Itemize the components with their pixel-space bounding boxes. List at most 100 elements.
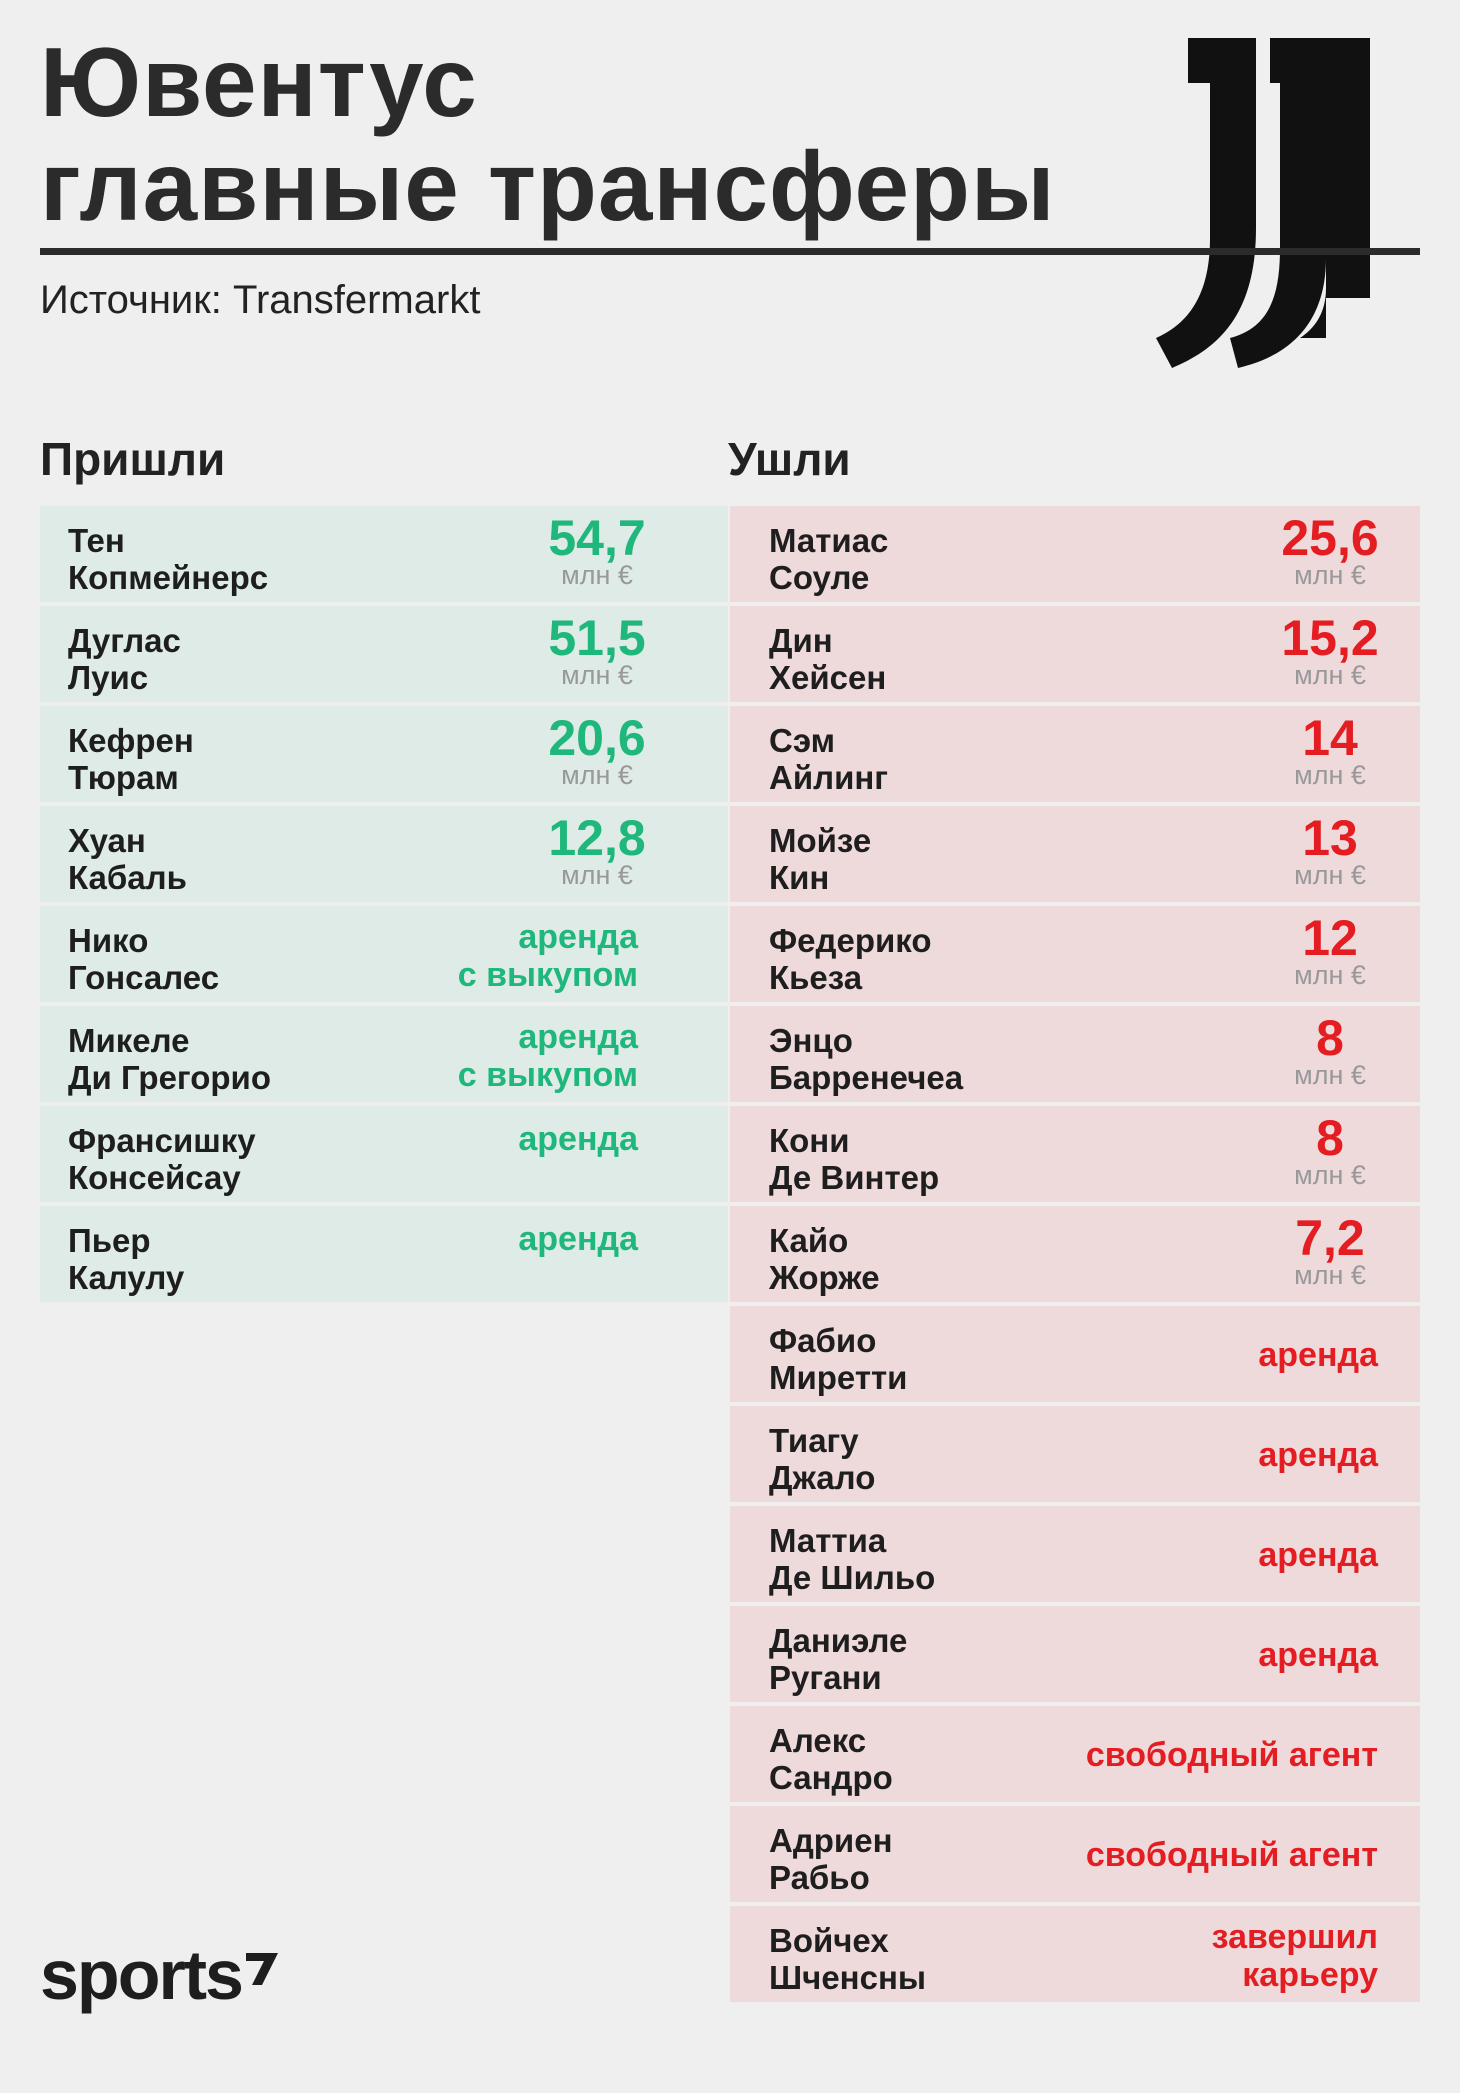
header-divider [40, 248, 1420, 255]
fee-value: 13 [1302, 810, 1358, 866]
title-line-2: главные трансферы [40, 131, 1056, 241]
status-line-1: завершил [1211, 1918, 1378, 1956]
transfer-row: Тиагу Джало аренда [730, 1406, 1420, 1506]
transfer-row: Мойзе Кин 13 млн € [730, 806, 1420, 906]
player-first-name: Хуан [68, 822, 146, 859]
player-name: Дин Хейсен [769, 622, 886, 696]
transfer-fee: 54,7 млн € [527, 512, 667, 589]
transfer-row: Кайо Жорже 7,2 млн € [730, 1206, 1420, 1306]
player-name: Адриен Рабьо [769, 1822, 893, 1896]
transfer-row: Даниэле Ругани аренда [730, 1606, 1420, 1706]
transfer-row: Кони Де Винтер 8 млн € [730, 1106, 1420, 1206]
player-name: Пьер Калулу [68, 1222, 184, 1296]
player-last-name: Ругани [769, 1659, 882, 1696]
transfer-row: Энцо Барренечеа 8 млн € [730, 1006, 1420, 1106]
transfer-fee: 8 млн € [1260, 1012, 1400, 1089]
player-name: Энцо Барренечеа [769, 1022, 963, 1096]
transfer-status: свободный агент [1086, 1836, 1378, 1874]
transfer-row: Федерико Кьеза 12 млн € [730, 906, 1420, 1006]
status-line-2: с выкупом [457, 956, 638, 994]
transfer-status: аренда [1258, 1336, 1378, 1374]
player-last-name: Рабьо [769, 1859, 870, 1896]
status-line-1: свободный агент [1085, 1736, 1378, 1774]
transfer-row: Хуан Кабаль 12,8 млн € [40, 806, 728, 906]
transfer-status: свободный агент [1086, 1736, 1378, 1774]
status-line-1: аренда [518, 1220, 638, 1258]
player-first-name: Даниэле [769, 1622, 908, 1659]
fee-unit: млн € [561, 560, 633, 590]
player-name: Кефрен Тюрам [68, 722, 194, 796]
transfer-fee: 7,2 млн € [1260, 1212, 1400, 1289]
status-line-1: аренда [1258, 1536, 1378, 1574]
player-name: Алекс Сандро [769, 1722, 893, 1796]
player-first-name: Маттиа [769, 1522, 887, 1559]
transfer-row: Маттиа Де Шильо аренда [730, 1506, 1420, 1606]
page-title: Ювентус главные трансферы [40, 30, 1056, 238]
transfer-fee: 20,6 млн € [527, 712, 667, 789]
transfer-status: аренда с выкупом [458, 918, 638, 994]
player-first-name: Федерико [769, 922, 932, 959]
player-first-name: Матиас [769, 522, 889, 559]
player-first-name: Мойзе [769, 822, 872, 859]
player-last-name: Джало [769, 1459, 876, 1496]
transfer-status: аренда [1258, 1536, 1378, 1574]
status-line-2: карьеру [1242, 1956, 1378, 1994]
player-first-name: Тиагу [769, 1422, 859, 1459]
player-first-name: Нико [68, 922, 149, 959]
fee-value: 51,5 [548, 610, 646, 666]
player-name: Тен Копмейнерс [68, 522, 268, 596]
transfer-row: Микеле Ди Грегорио аренда с выкупом [40, 1006, 728, 1106]
player-last-name: Кин [769, 859, 830, 896]
player-last-name: Соуле [769, 559, 870, 596]
player-last-name: Луис [68, 659, 149, 696]
transfer-fee: 51,5 млн € [527, 612, 667, 689]
player-name: Войчех Шченсны [769, 1922, 926, 1996]
player-first-name: Энцо [769, 1022, 853, 1059]
fee-unit: млн € [561, 660, 633, 690]
fee-value: 15,2 [1281, 610, 1379, 666]
transfer-fee: 25,6 млн € [1260, 512, 1400, 589]
outgoing-list: Матиас Соуле 25,6 млн € Дин Хейсен 15,2 млн € Сэ… [730, 506, 1420, 2006]
player-name: Даниэле Ругани [769, 1622, 907, 1696]
status-line-1: свободный агент [1085, 1836, 1378, 1874]
player-name: Тиагу Джало [769, 1422, 875, 1496]
player-name: Сэм Айлинг [769, 722, 888, 796]
transfer-row: Тен Копмейнерс 54,7 млн € [40, 506, 728, 606]
player-name: Кони Де Винтер [769, 1122, 939, 1196]
brand-text: sports [40, 1936, 244, 2014]
transfer-row: Войчех Шченсны завершил карьеру [730, 1906, 1420, 2006]
player-last-name: Калулу [68, 1259, 185, 1296]
transfer-status: аренда [1258, 1436, 1378, 1474]
fee-unit: млн € [1294, 1260, 1366, 1290]
fee-unit: млн € [1294, 560, 1366, 590]
player-first-name: Кайо [769, 1222, 849, 1259]
fee-unit: млн € [1294, 660, 1366, 690]
player-last-name: Миретти [769, 1359, 908, 1396]
player-name: Нико Гонсалес [68, 922, 219, 996]
fee-value: 7,2 [1295, 1210, 1365, 1266]
transfer-fee: 14 млн € [1260, 712, 1400, 789]
transfer-row: Матиас Соуле 25,6 млн € [730, 506, 1420, 606]
player-name: Дуглас Луис [68, 622, 181, 696]
fee-unit: млн € [561, 860, 633, 890]
player-first-name: Адриен [769, 1822, 893, 1859]
transfer-row: Фабио Миретти аренда [730, 1306, 1420, 1406]
player-last-name: Шченсны [769, 1959, 927, 1996]
brand-slash-icon [245, 1953, 278, 1985]
transfer-status: завершил карьеру [1212, 1918, 1378, 1994]
player-first-name: Сэм [769, 722, 836, 759]
player-last-name: Жорже [769, 1259, 880, 1296]
fee-unit: млн € [1294, 960, 1366, 990]
brand-logo: sports [40, 1935, 282, 2015]
fee-value: 14 [1302, 710, 1358, 766]
player-name: Маттиа Де Шильо [769, 1522, 935, 1596]
status-line-1: аренда [518, 1120, 638, 1158]
title-line-1: Ювентус [40, 27, 478, 137]
incoming-list: Тен Копмейнерс 54,7 млн € Дуглас Луис 51,5 млн … [40, 506, 728, 1306]
player-last-name: Кьеза [769, 959, 863, 996]
fee-value: 12 [1302, 910, 1358, 966]
transfer-row: Нико Гонсалес аренда с выкупом [40, 906, 728, 1006]
player-name: Микеле Ди Грегорио [68, 1022, 271, 1096]
fee-value: 12,8 [548, 810, 646, 866]
transfer-row: Сэм Айлинг 14 млн € [730, 706, 1420, 806]
